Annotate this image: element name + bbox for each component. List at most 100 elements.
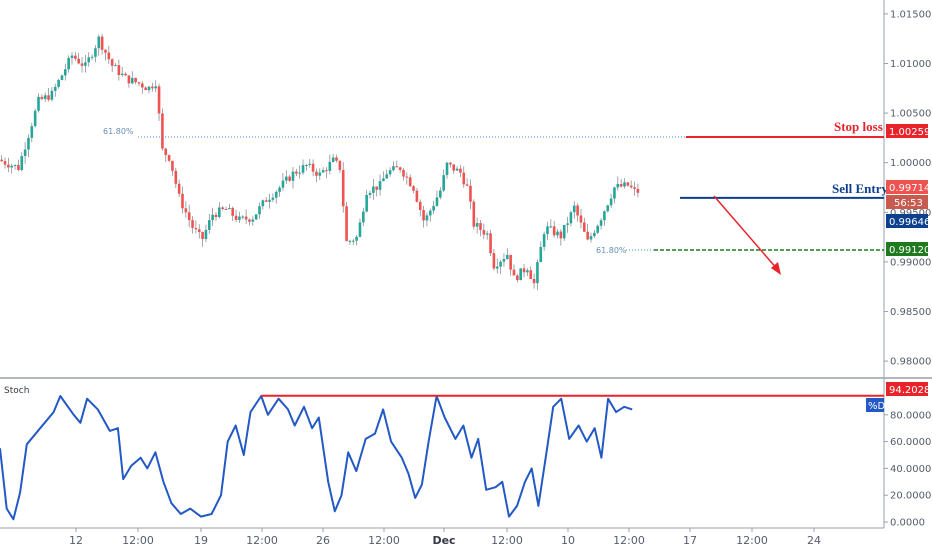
- candle-body: [90, 56, 94, 58]
- candle-body: [499, 261, 502, 267]
- candle-body: [207, 220, 211, 230]
- candle-body: [328, 161, 332, 171]
- price-axis[interactable]: 1.01500 1.01000 1.00500 1.00000 0.99500 0.990…: [884, 9, 931, 368]
- candle-body: [141, 83, 144, 88]
- candle-body: [415, 190, 419, 202]
- stoch-pane-title: Stoch: [4, 386, 29, 396]
- candle-body: [204, 229, 208, 240]
- candle-body: [184, 208, 188, 213]
- candle-body: [539, 246, 543, 263]
- stoch-value-tag-bg: [886, 382, 928, 396]
- time-tick-label: 12:00: [491, 534, 523, 547]
- stoch-d-line: [0, 395, 633, 521]
- candle-body: [94, 48, 97, 57]
- price-tick-label: 0.99500: [890, 208, 931, 219]
- candle-body: [0, 159, 3, 162]
- candle-body: [505, 254, 509, 260]
- candle-body: [629, 185, 633, 188]
- candle-body: [408, 177, 412, 187]
- candle-body: [284, 176, 288, 181]
- time-axis[interactable]: 12 12:00 19 12:00 26 12:00 Dec 12:00 10 12:00 17 12…: [69, 528, 821, 547]
- current-price-tag: 0.99714: [889, 183, 930, 194]
- candle-body: [412, 186, 415, 191]
- candle-body: [147, 86, 151, 91]
- candle-body: [338, 160, 342, 170]
- stoch-tick-label: 20.0000: [890, 491, 931, 502]
- time-tick-label: 12:00: [613, 534, 645, 547]
- candle-body: [593, 232, 596, 237]
- candle-body: [3, 161, 7, 165]
- candle-body: [388, 170, 392, 175]
- candle-body: [40, 96, 44, 100]
- candle-body: [402, 169, 405, 177]
- candle-body: [43, 95, 47, 100]
- candle-body: [154, 86, 158, 89]
- candle-body: [67, 57, 70, 70]
- candle-body: [422, 209, 425, 221]
- fib-label-high: 61.80%: [103, 127, 134, 136]
- candle-body: [107, 52, 111, 60]
- candle-body: [194, 227, 198, 230]
- candle-body: [311, 163, 315, 172]
- candle-body: [583, 222, 586, 232]
- stoch-legend-tag: %D: [868, 401, 886, 412]
- stoch-axis[interactable]: 80.0000 60.0000 40.0000 20.0000 0.0000: [884, 410, 931, 529]
- candle-body: [351, 240, 355, 242]
- candle-body: [562, 224, 566, 239]
- candle-body: [130, 77, 134, 84]
- candle-body: [308, 163, 312, 165]
- candle-body: [187, 212, 191, 221]
- candle-body: [171, 160, 174, 171]
- candle-body: [84, 62, 87, 66]
- candle-body: [609, 198, 613, 206]
- sell-entry-annotation: Sell Entry: [832, 181, 888, 196]
- candle-body: [516, 275, 519, 281]
- candle-body: [268, 199, 271, 202]
- candle-body: [445, 162, 449, 176]
- candle-body: [502, 259, 506, 262]
- candle-body: [546, 226, 549, 235]
- candle-body: [331, 157, 335, 162]
- candle-body: [599, 220, 603, 226]
- candle-body: [30, 126, 34, 138]
- countdown-tag-bg: [886, 195, 928, 209]
- candle-body: [425, 215, 429, 221]
- candle-body: [134, 77, 137, 83]
- candle-body: [348, 240, 352, 242]
- candle-body: [569, 212, 573, 224]
- candle-body: [633, 187, 636, 189]
- candle-body: [264, 200, 268, 202]
- candle-body: [211, 214, 214, 221]
- candle-body: [442, 175, 445, 191]
- candle-body: [87, 57, 91, 63]
- candle-body: [398, 167, 402, 170]
- candle-body: [258, 206, 261, 215]
- candle-body: [358, 222, 362, 237]
- candle-body: [60, 75, 64, 80]
- candle-body: [214, 214, 218, 218]
- candle-body: [382, 178, 385, 182]
- candle-body: [489, 233, 492, 254]
- candle-body: [244, 216, 248, 220]
- candle-body: [606, 205, 610, 212]
- sell-entry-tag-bg: [886, 214, 928, 228]
- current-price-tag-bg: [886, 180, 928, 194]
- candle-body: [74, 55, 77, 59]
- candle-body: [318, 172, 322, 176]
- candle-body: [529, 270, 533, 279]
- candle-body: [228, 207, 231, 210]
- candle-body: [27, 137, 30, 150]
- candle-body: [305, 164, 308, 166]
- stoch-value-tag: 94.2028: [889, 385, 930, 396]
- candle-body: [218, 207, 221, 218]
- candle-body: [110, 59, 114, 66]
- price-tick-label: 0.98500: [890, 307, 931, 318]
- candle-body: [291, 171, 295, 181]
- candle-body: [47, 95, 50, 100]
- candle-body: [80, 63, 84, 66]
- candle-body: [7, 164, 10, 168]
- time-tick-label: 24: [807, 534, 821, 547]
- candle-body: [579, 215, 583, 223]
- candle-body: [556, 231, 559, 236]
